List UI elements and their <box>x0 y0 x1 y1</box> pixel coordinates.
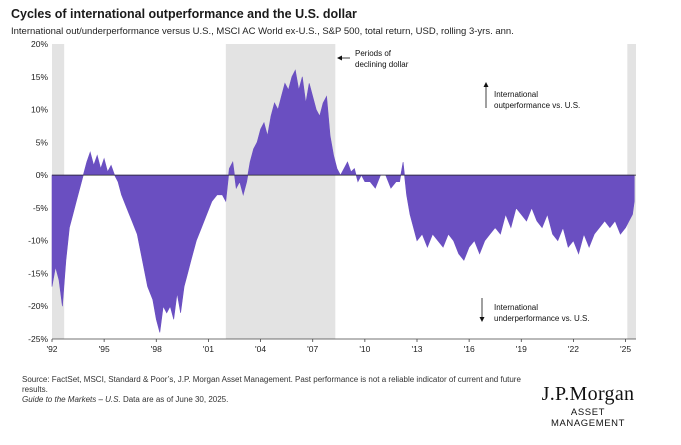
x-tick-label: '19 <box>516 344 527 354</box>
y-tick-label: -20% <box>28 301 48 311</box>
brand-logo: J.P.Morgan ASSET MANAGEMENT <box>533 383 643 429</box>
outperformance-label-1: International <box>494 90 538 99</box>
y-tick-label: -25% <box>28 334 48 344</box>
chart-subtitle: International out/underperformance versu… <box>11 26 514 37</box>
guide-title: Guide to the Markets – U.S. <box>22 395 121 404</box>
brand-name: J.P.Morgan <box>541 383 635 405</box>
outperformance-arrowhead <box>483 82 489 87</box>
x-tick-label: '98 <box>151 344 162 354</box>
underperformance-label-2: underperformance vs. U.S. <box>494 314 590 323</box>
outperformance-label-2: outperformance vs. U.S. <box>494 101 580 110</box>
y-tick-label: 5% <box>36 137 49 147</box>
guide-date: Data are as of June 30, 2025. <box>120 395 229 404</box>
series-area-0 <box>51 69 635 333</box>
x-tick-label: '04 <box>255 344 266 354</box>
annotations: Periods of declining dollar Internationa… <box>337 49 590 323</box>
x-tick-label: '95 <box>99 344 110 354</box>
y-tick-label: 20% <box>31 39 48 49</box>
x-tick-label: '25 <box>620 344 631 354</box>
brand-subtitle: ASSET MANAGEMENT <box>550 407 626 429</box>
area-series <box>51 69 635 333</box>
source-note: Source: FactSet, MSCI, Standard & Poor’s… <box>22 375 582 405</box>
guide-note: Guide to the Markets – U.S. Data are as … <box>22 395 228 404</box>
y-tick-label: 15% <box>31 72 48 82</box>
x-tick-label: '13 <box>411 344 422 354</box>
declining-dollar-label-1: Periods of <box>355 49 392 58</box>
underperformance-label-1: International <box>494 303 538 312</box>
y-tick-label: -10% <box>28 236 48 246</box>
x-tick-label: '10 <box>359 344 370 354</box>
x-tick-label: '01 <box>203 344 214 354</box>
y-tick-label: -15% <box>28 268 48 278</box>
x-tick-label: '07 <box>307 344 318 354</box>
x-tick-label: '22 <box>568 344 579 354</box>
source-line-1: Source: FactSet, MSCI, Standard & Poor’s… <box>22 375 521 384</box>
x-tick-label: '16 <box>464 344 475 354</box>
x-tick-label: '92 <box>46 344 57 354</box>
y-tick-label: 0% <box>36 170 49 180</box>
underperformance-arrowhead <box>479 317 485 322</box>
y-tick-label: 10% <box>31 105 48 115</box>
chart-title: Cycles of international outperformance a… <box>11 7 357 21</box>
source-line-2: results. <box>22 385 48 394</box>
declining-dollar-arrowhead <box>337 55 342 61</box>
y-tick-label: -5% <box>33 203 49 213</box>
axes: 20% 15% 10% 5% 0% -5% -10% -15% -20% -25%'92 '95 '9… <box>28 39 636 354</box>
declining-dollar-label-2: declining dollar <box>355 60 409 69</box>
